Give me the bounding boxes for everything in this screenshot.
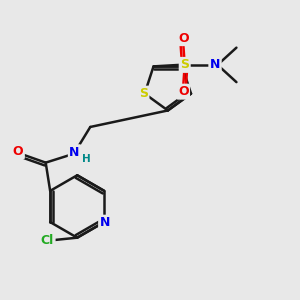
Text: S: S bbox=[139, 87, 148, 100]
Text: Cl: Cl bbox=[41, 234, 54, 247]
Text: O: O bbox=[178, 85, 188, 98]
Text: N: N bbox=[100, 216, 110, 229]
Text: S: S bbox=[180, 58, 189, 71]
Text: O: O bbox=[178, 32, 188, 45]
Text: N: N bbox=[210, 58, 220, 71]
Text: N: N bbox=[69, 146, 80, 159]
Text: H: H bbox=[82, 154, 91, 164]
Text: O: O bbox=[13, 145, 23, 158]
